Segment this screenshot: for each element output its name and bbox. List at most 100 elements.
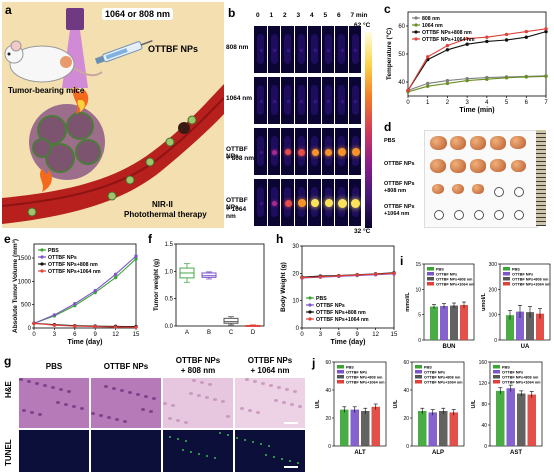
x-axis-label: ALP bbox=[432, 450, 444, 456]
legend-swatch bbox=[427, 272, 434, 276]
legend-marker bbox=[40, 248, 44, 252]
bar bbox=[496, 390, 505, 446]
scale-bar bbox=[284, 422, 298, 424]
tumor-sample bbox=[431, 183, 445, 195]
y-tick-label: 30 bbox=[292, 244, 299, 250]
apoptotic-cell bbox=[236, 437, 238, 439]
y-axis-label: mmol/L bbox=[405, 292, 411, 312]
y-tick-label: 0 bbox=[328, 444, 331, 450]
data-point bbox=[465, 42, 469, 46]
data-point bbox=[300, 276, 304, 280]
thermal-image bbox=[254, 128, 267, 175]
panel-letter: i bbox=[400, 254, 404, 268]
y-tick-label: 120 bbox=[479, 381, 488, 387]
data-point bbox=[504, 32, 509, 37]
data-point bbox=[445, 43, 450, 48]
series-line bbox=[33, 258, 137, 324]
bar bbox=[506, 388, 515, 446]
y-tick-label: 40 bbox=[398, 80, 405, 86]
panel-i: i 0 5 10 15 mmol/L BUN PBS OTTBF NPs OTTBF NPs+8… bbox=[400, 254, 552, 356]
he-stain-image bbox=[19, 378, 89, 428]
cell-nucleus bbox=[184, 421, 188, 424]
cell-nucleus bbox=[35, 382, 39, 385]
apoptotic-cell bbox=[281, 458, 283, 460]
row-label: OTTBF NPs bbox=[226, 197, 248, 211]
mouse-body bbox=[9, 45, 75, 83]
tumor-sample bbox=[429, 135, 447, 150]
apoptotic-cell bbox=[182, 449, 184, 451]
apoptotic-cell bbox=[244, 439, 246, 441]
apoptotic-cell bbox=[185, 440, 187, 442]
row-label-tunel: TUNEL bbox=[4, 439, 13, 466]
mouse-eye bbox=[7, 52, 11, 56]
legend-swatch bbox=[337, 365, 344, 369]
plot-frame bbox=[499, 263, 551, 341]
row-label: +808 nm bbox=[384, 188, 407, 194]
y-tick-label: 0 bbox=[484, 444, 487, 450]
hot-spot bbox=[300, 48, 303, 52]
legend-marker bbox=[414, 16, 418, 20]
y-tick-label: 10 bbox=[292, 299, 299, 305]
x-tick-label: 15 bbox=[133, 332, 140, 338]
time-label: 7 min bbox=[350, 12, 368, 19]
laser-label: 1064 or 808 nm bbox=[102, 8, 174, 20]
y-tick-label: 20 bbox=[325, 416, 331, 422]
he-stain-image bbox=[91, 378, 161, 428]
mouse-ear bbox=[10, 40, 22, 52]
y-tick-label: 0.0 bbox=[165, 324, 174, 330]
data-point bbox=[93, 324, 97, 329]
data-point bbox=[426, 84, 430, 88]
y-tick-label: 40 bbox=[325, 388, 331, 394]
cell-nucleus bbox=[240, 407, 244, 410]
x-tick-label: 3 bbox=[319, 332, 323, 338]
therapy-label-2: Photothermal therapy bbox=[124, 210, 207, 219]
legend-swatch bbox=[503, 277, 510, 281]
y-tick-label: 1500 bbox=[18, 256, 32, 262]
y-tick-label: 60 bbox=[325, 360, 331, 366]
cell-nucleus bbox=[30, 411, 34, 414]
legend-label: OTTBF NPs+808 nm bbox=[502, 376, 539, 380]
x-tick-label: A bbox=[185, 330, 189, 336]
legend-marker bbox=[414, 30, 418, 34]
hot-spot bbox=[311, 148, 319, 156]
cell-nucleus bbox=[56, 401, 60, 404]
plot-frame bbox=[301, 245, 395, 329]
y-axis-label: U/L bbox=[393, 399, 399, 409]
legend-label: OTTBF NPs+1064 nm bbox=[48, 269, 101, 275]
row-label: PBS bbox=[384, 138, 396, 144]
legend-label: OTTBF NPs+808 nm bbox=[346, 376, 383, 380]
y-tick-label: 80 bbox=[481, 402, 487, 408]
panel-letter: g bbox=[4, 354, 12, 368]
syringe-icon bbox=[94, 40, 153, 65]
panel-letter: c bbox=[384, 2, 391, 16]
thermal-image bbox=[348, 128, 361, 175]
cell-nucleus bbox=[293, 390, 297, 393]
panel-d: d PBS OTTBF NPs OTTBF NPs +808 nm OTTBF NPs +… bbox=[382, 120, 552, 228]
data-point bbox=[32, 321, 36, 326]
tunel-stain-image bbox=[91, 430, 161, 472]
mouse-label: Tumor-bearing mice bbox=[8, 86, 85, 95]
data-point bbox=[504, 38, 509, 42]
legend-label: OTTBF NPs+1064 nm bbox=[424, 381, 463, 385]
cell-nucleus bbox=[128, 391, 132, 394]
panel-j: j 0 20 40 60 U/L ALT PBS OTTBF NPs OTTBF NPs+808… bbox=[310, 356, 554, 468]
cell-nucleus bbox=[104, 385, 108, 388]
x-tick-label: B bbox=[207, 330, 211, 336]
hot-spot bbox=[351, 198, 360, 208]
mouse-tumor bbox=[60, 56, 72, 68]
cell-nucleus bbox=[19, 378, 23, 381]
data-point bbox=[337, 274, 341, 278]
legend-marker bbox=[414, 23, 418, 27]
thermal-image bbox=[348, 26, 361, 73]
thermal-image bbox=[308, 77, 321, 124]
cell-nucleus bbox=[152, 397, 156, 400]
thermal-image bbox=[335, 77, 348, 124]
thermal-image bbox=[321, 26, 334, 73]
thermal-image bbox=[335, 26, 348, 73]
column-label: PBS bbox=[45, 362, 63, 371]
y-axis-label: Body Weight (g) bbox=[280, 262, 287, 312]
empty-circle bbox=[434, 210, 444, 220]
cell-nucleus bbox=[27, 380, 31, 383]
series-line bbox=[301, 272, 395, 279]
tumor-sample bbox=[470, 136, 486, 150]
